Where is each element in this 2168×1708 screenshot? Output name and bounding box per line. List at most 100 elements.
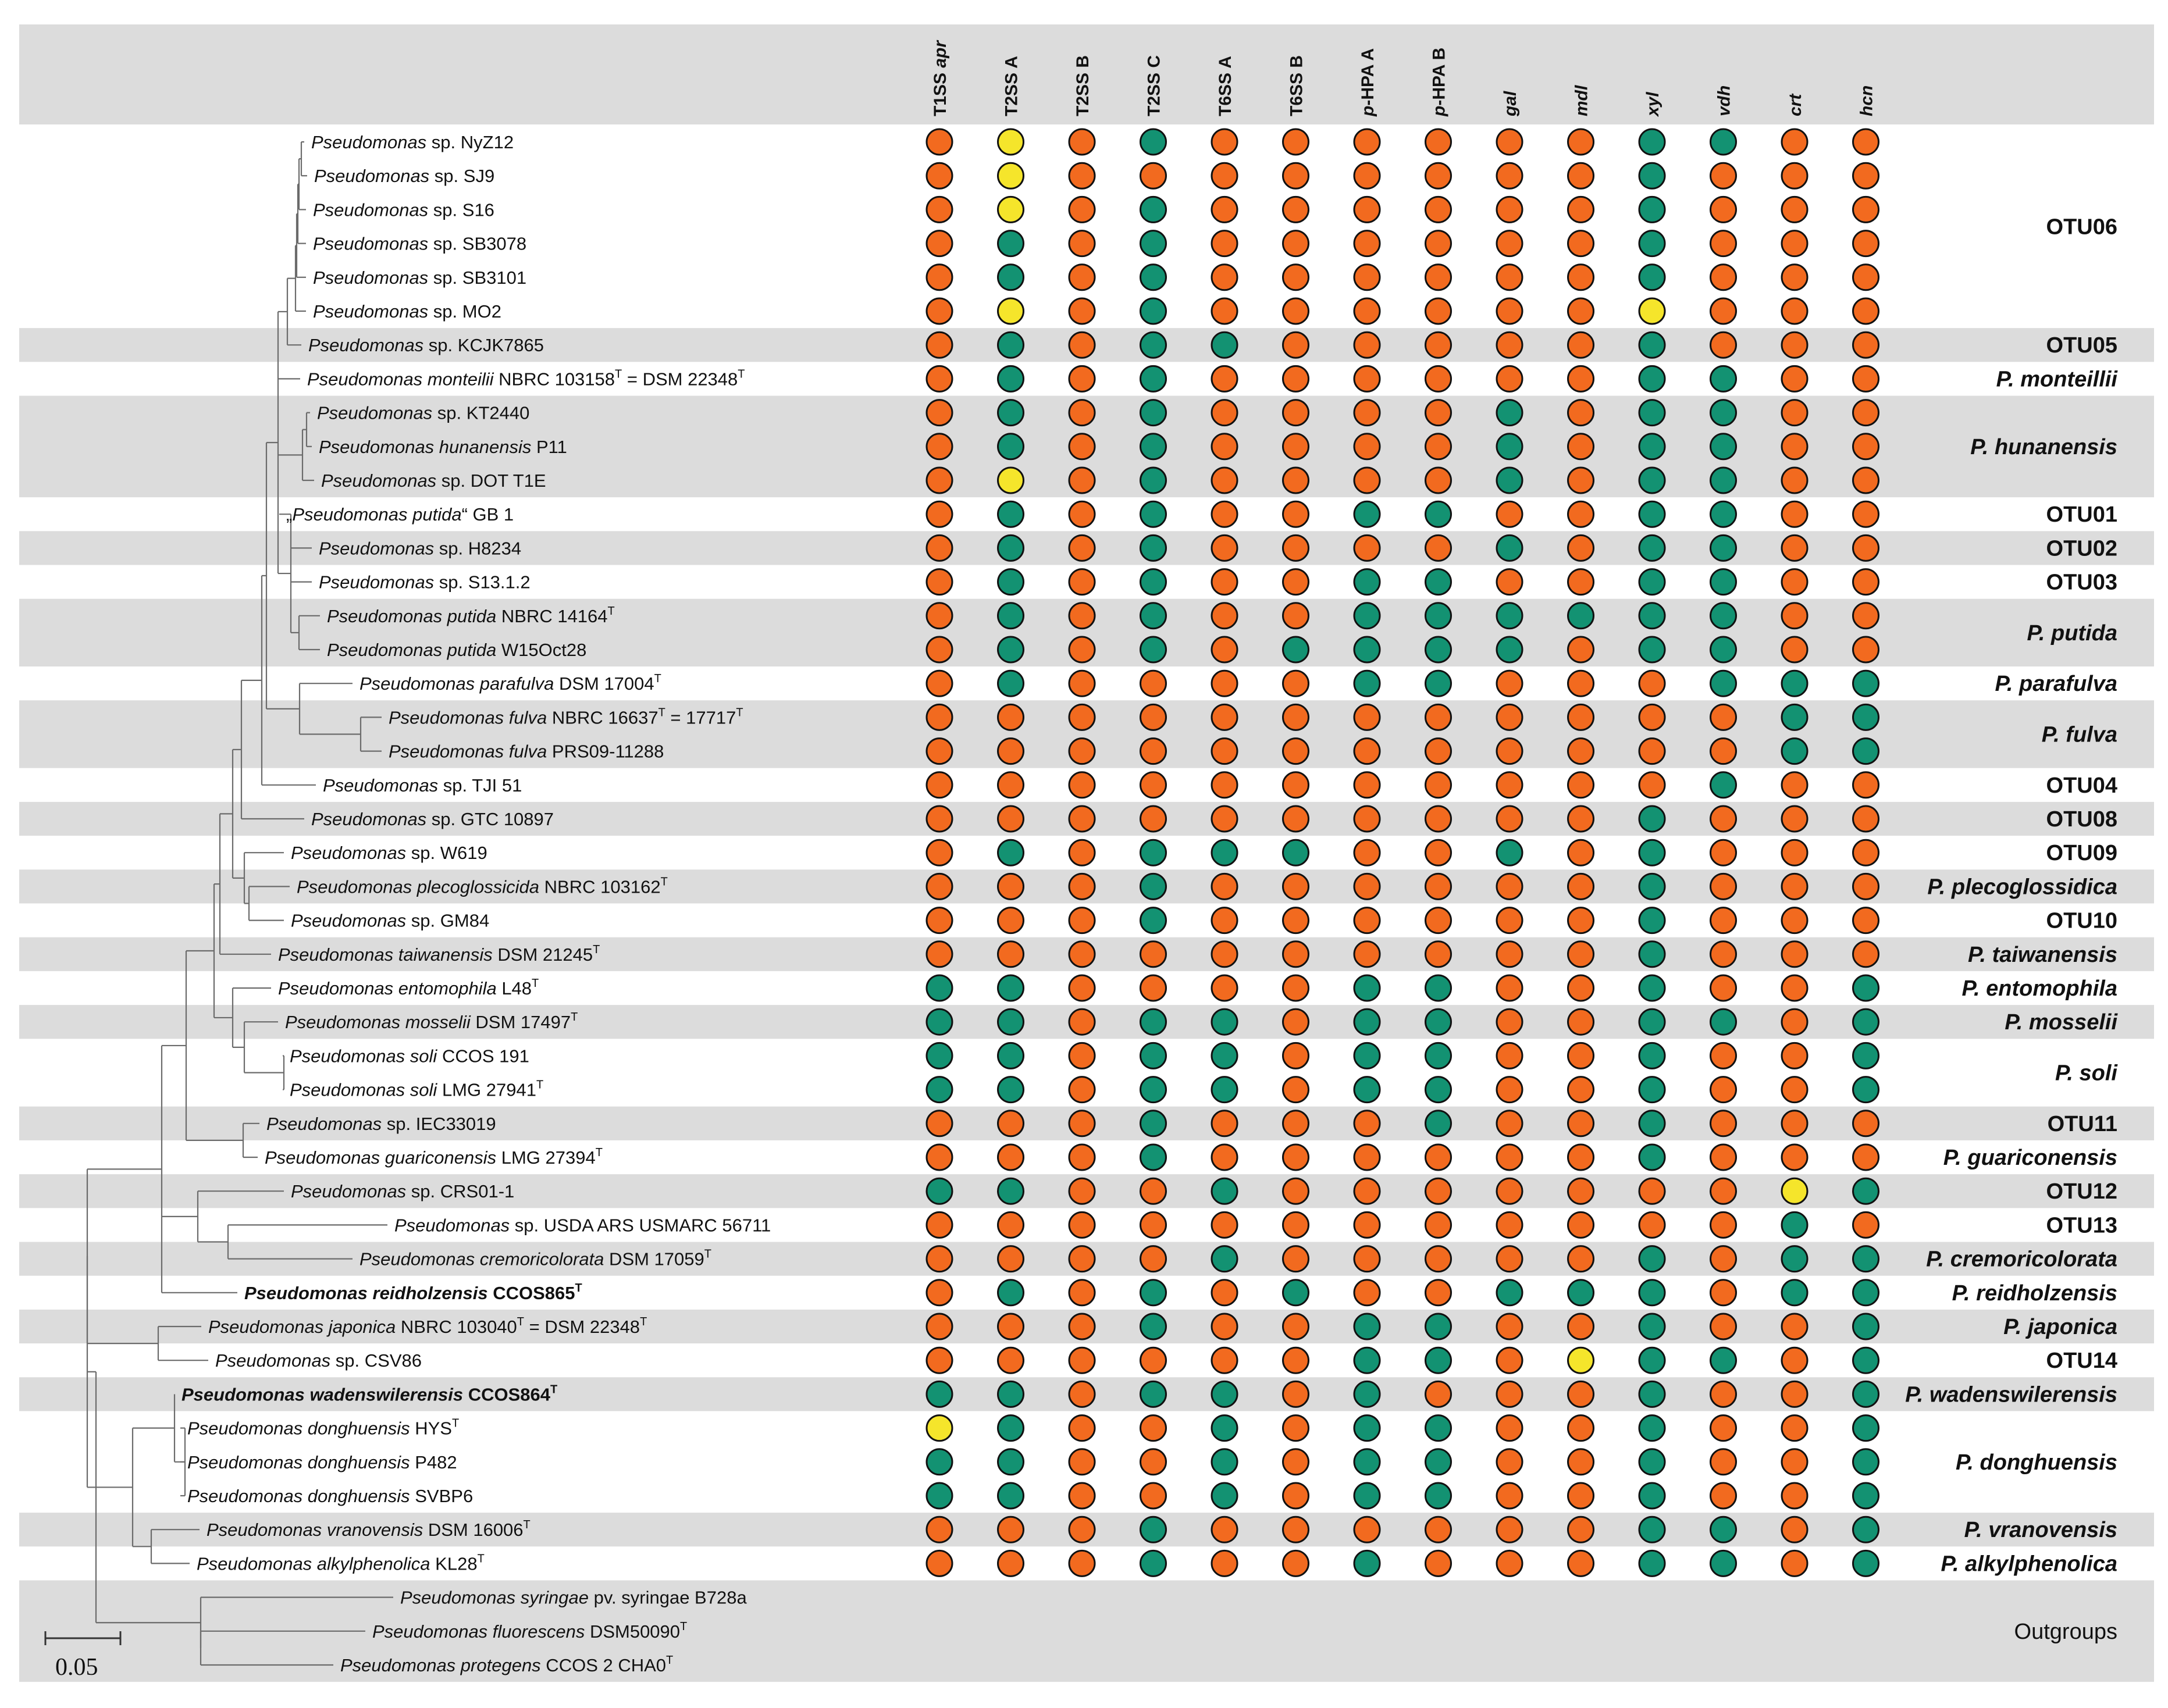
trait-dot bbox=[1496, 669, 1523, 697]
column-header: mdl bbox=[1572, 85, 1592, 116]
trait-dot bbox=[1211, 737, 1238, 765]
trait-dot bbox=[1638, 500, 1666, 528]
trait-dot bbox=[1140, 1245, 1167, 1273]
trait-dot bbox=[1567, 1313, 1594, 1340]
trait-dot bbox=[997, 1177, 1024, 1205]
genus: Pseudomonas bbox=[319, 572, 434, 593]
trait-dot bbox=[1781, 1076, 1809, 1104]
trait-dot bbox=[1353, 703, 1381, 731]
taxon-label: Pseudomonas donghuensis P482 bbox=[187, 1452, 457, 1472]
trait-dot bbox=[1068, 1414, 1096, 1442]
trait-dot bbox=[1425, 1177, 1452, 1205]
trait-dot bbox=[1496, 1482, 1523, 1510]
trait-dot bbox=[1353, 297, 1381, 325]
species: fluorescens bbox=[487, 1621, 585, 1642]
trait-dot bbox=[1852, 839, 1879, 867]
taxon-label: Pseudomonas fulva PRS09-11288 bbox=[389, 741, 664, 762]
trait-dot bbox=[997, 466, 1024, 494]
taxon-label: Pseudomonas donghuensis HYST bbox=[187, 1417, 459, 1439]
trait-dot bbox=[1638, 1042, 1666, 1069]
trait-dot bbox=[1140, 1549, 1167, 1577]
trait-dot bbox=[1425, 128, 1452, 156]
species: parafulva bbox=[475, 673, 554, 694]
trait-dot bbox=[997, 771, 1024, 799]
trait-dot bbox=[1353, 1279, 1381, 1307]
trait-dot bbox=[1282, 297, 1309, 325]
trait-dot bbox=[1852, 1245, 1879, 1273]
taxon-label: Pseudomonas alkylphenolica KL28T bbox=[197, 1552, 485, 1574]
group-label: P. donghuensis bbox=[1956, 1450, 2117, 1475]
trait-dot bbox=[1282, 805, 1309, 833]
trait-dot bbox=[997, 162, 1024, 190]
trait-dot bbox=[925, 1313, 953, 1340]
trait-dot bbox=[1282, 737, 1309, 765]
genus: Pseudomonas bbox=[327, 640, 442, 660]
trait-dot bbox=[1567, 230, 1594, 258]
trait-dot bbox=[1425, 1482, 1452, 1510]
trait-dot bbox=[1425, 771, 1452, 799]
trait-dot bbox=[1710, 940, 1737, 968]
trait-dot bbox=[1353, 500, 1381, 528]
trait-dot bbox=[997, 1346, 1024, 1374]
trait-dot bbox=[1353, 162, 1381, 190]
trait-dot bbox=[1140, 1177, 1167, 1205]
group-label: P. plecoglossidica bbox=[1927, 875, 2117, 899]
trait-dot bbox=[1852, 737, 1879, 765]
trait-dot bbox=[1567, 1346, 1594, 1374]
trait-dot bbox=[1710, 703, 1737, 731]
taxon-label: Pseudomonas syringae pv. syringae B728a bbox=[400, 1588, 747, 1608]
genus: Pseudomonas bbox=[187, 1486, 302, 1506]
trait-dot bbox=[1852, 1143, 1879, 1171]
species: putida bbox=[408, 504, 462, 525]
trait-dot bbox=[1852, 1346, 1879, 1374]
trait-dot bbox=[1567, 195, 1594, 223]
trait-dot bbox=[1425, 1076, 1452, 1104]
trait-dot bbox=[1211, 230, 1238, 258]
trait-dot bbox=[1496, 839, 1523, 867]
trait-dot bbox=[1425, 872, 1452, 900]
trait-dot bbox=[1353, 365, 1381, 393]
trait-dot bbox=[1852, 636, 1879, 664]
trait-dot bbox=[1353, 1211, 1381, 1239]
trait-dot bbox=[1282, 331, 1309, 359]
trait-dot bbox=[1353, 1414, 1381, 1442]
column-header: T6SS B bbox=[1287, 55, 1307, 116]
species: reidholzensis bbox=[368, 1283, 488, 1303]
genus: Pseudomonas bbox=[394, 1215, 510, 1235]
trait-dot bbox=[1567, 805, 1594, 833]
trait-dot bbox=[1282, 263, 1309, 291]
trait-dot bbox=[1068, 162, 1096, 190]
trait-dot bbox=[1068, 974, 1096, 1002]
species: syringae bbox=[515, 1588, 589, 1608]
trait-dot bbox=[1211, 331, 1238, 359]
trait-dot bbox=[1353, 1143, 1381, 1171]
trait-dot bbox=[1567, 297, 1594, 325]
taxon-label: Pseudomonas mosselii DSM 17497T bbox=[285, 1011, 578, 1032]
group-label: OTU12 bbox=[2046, 1179, 2117, 1204]
trait-dot bbox=[1425, 1346, 1452, 1374]
trait-dot bbox=[925, 263, 953, 291]
trait-dot bbox=[1496, 1177, 1523, 1205]
trait-dot bbox=[925, 331, 953, 359]
trait-dot bbox=[1567, 128, 1594, 156]
species: fulva bbox=[504, 707, 547, 728]
trait-dot bbox=[997, 1414, 1024, 1442]
trait-dot bbox=[925, 433, 953, 461]
group-label: P. cremoricolorata bbox=[1926, 1247, 2117, 1272]
species: soli bbox=[405, 1080, 437, 1100]
trait-dot bbox=[1353, 872, 1381, 900]
trait-dot bbox=[1496, 940, 1523, 968]
trait-dot bbox=[1496, 128, 1523, 156]
trait-dot bbox=[1282, 872, 1309, 900]
trait-dot bbox=[1353, 263, 1381, 291]
trait-dot bbox=[1425, 1143, 1452, 1171]
trait-dot bbox=[1211, 907, 1238, 935]
trait-dot bbox=[1852, 907, 1879, 935]
trait-dot bbox=[1353, 1549, 1381, 1577]
trait-matrix bbox=[925, 128, 1879, 1577]
trait-dot bbox=[1425, 1313, 1452, 1340]
column-header: T2SS A bbox=[1002, 56, 1021, 116]
taxon-label: Pseudomonas taiwanensis DSM 21245T bbox=[278, 943, 600, 965]
trait-dot bbox=[925, 839, 953, 867]
trait-dot bbox=[1211, 636, 1238, 664]
